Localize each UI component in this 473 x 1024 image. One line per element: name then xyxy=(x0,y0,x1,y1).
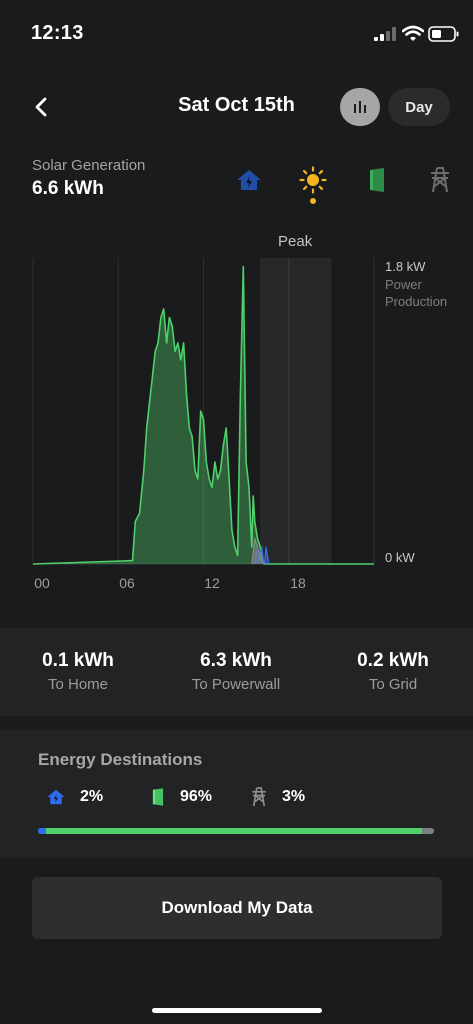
progress-segment xyxy=(45,828,423,834)
wifi-icon xyxy=(402,25,424,41)
x-tick-label: 12 xyxy=(204,575,220,591)
peak-region xyxy=(260,258,332,564)
bar-chart-icon xyxy=(354,101,366,113)
destinations-title: Energy Destinations xyxy=(38,750,203,769)
progress-segment xyxy=(38,828,46,834)
total-value: 6.3 kWh xyxy=(200,650,272,671)
to-grid-total: 0.2 kWh To Grid xyxy=(323,650,463,693)
sun-icon xyxy=(299,166,327,194)
destination-percent: 2% xyxy=(80,788,104,805)
metric-label: Power Production xyxy=(385,277,448,309)
x-tick-label: 00 xyxy=(34,575,50,591)
grid-source-button[interactable] xyxy=(425,166,455,194)
period-selector[interactable]: Day xyxy=(388,88,450,126)
destinations-progress-bar xyxy=(38,828,434,834)
total-value: 0.1 kWh xyxy=(42,650,114,671)
power-production-chart xyxy=(32,258,375,565)
home-source-button[interactable] xyxy=(234,166,264,194)
destination-grid: 3% xyxy=(250,785,305,809)
home-indicator xyxy=(152,1008,322,1013)
total-label: To Grid xyxy=(368,676,418,693)
to-home-total: 0.1 kWh To Home xyxy=(8,650,148,693)
total-value: 0.2 kWh xyxy=(357,650,429,671)
peak-label: Peak xyxy=(278,233,313,250)
generation-value: 6.6 kWh xyxy=(32,178,104,199)
back-button[interactable] xyxy=(28,92,56,122)
destination-percent: 96% xyxy=(180,788,213,805)
battery-icon xyxy=(428,26,459,42)
series-area xyxy=(251,538,267,564)
x-tick-label: 06 xyxy=(119,575,135,591)
download-data-button[interactable]: Download My Data xyxy=(32,877,442,939)
home-icon xyxy=(47,789,65,805)
destination-powerwall: 96% xyxy=(150,785,212,809)
x-tick-label: 18 xyxy=(290,575,306,591)
y-axis-max-label: 1.8 kW xyxy=(385,259,426,274)
powerwall-icon xyxy=(152,788,164,806)
series-area xyxy=(33,266,374,564)
solar-source-button[interactable] xyxy=(298,166,328,194)
total-label: To Powerwall xyxy=(191,676,281,693)
cellular-signal-icon xyxy=(374,27,396,41)
progress-segment xyxy=(422,828,434,834)
chart-view-toggle[interactable] xyxy=(340,88,380,126)
series-line xyxy=(251,537,266,565)
total-label: To Home xyxy=(47,676,109,693)
status-time: 12:13 xyxy=(31,22,84,44)
grid-tower-icon xyxy=(252,787,266,807)
powerwall-icon xyxy=(370,168,384,192)
y-axis-min-label: 0 kW xyxy=(385,550,415,565)
powerwall-source-button[interactable] xyxy=(362,166,392,194)
energy-totals-card: 0.1 kWh To Home 6.3 kWh To Powerwall 0.2… xyxy=(0,628,473,716)
destination-home: 2% xyxy=(46,785,103,809)
destination-percent: 3% xyxy=(282,788,306,805)
energy-destinations-card: Energy Destinations 2% 96% 3% xyxy=(0,730,473,858)
grid-tower-icon xyxy=(431,167,449,193)
to-powerwall-total: 6.3 kWh To Powerwall xyxy=(166,650,306,693)
home-icon xyxy=(237,170,261,190)
selected-indicator-dot xyxy=(310,198,316,204)
generation-label: Solar Generation xyxy=(32,157,146,174)
series-line xyxy=(32,265,374,565)
